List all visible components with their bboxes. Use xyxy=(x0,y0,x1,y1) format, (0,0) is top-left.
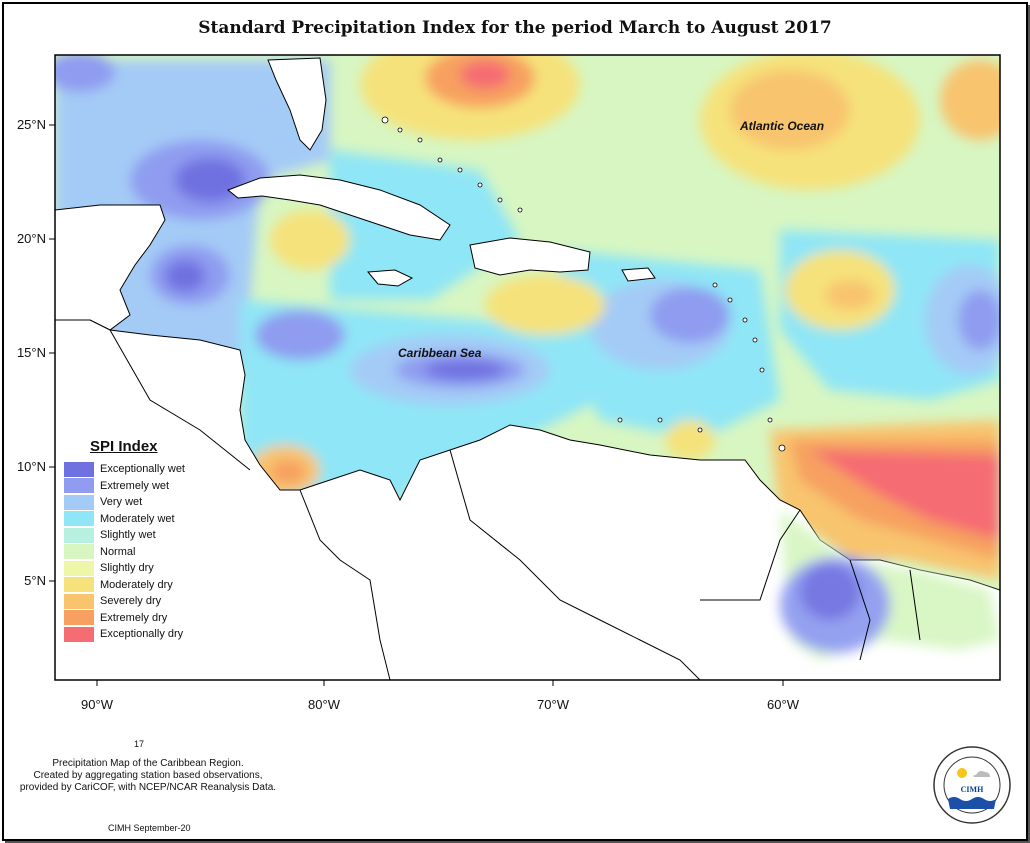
lon-label-60: 60°W xyxy=(767,697,799,712)
cimh-logo: CIMH xyxy=(933,746,1011,824)
waves-icon xyxy=(948,797,996,809)
lon-label-80: 80°W xyxy=(308,697,340,712)
legend-label: Normal xyxy=(100,545,136,558)
hispaniola xyxy=(469,237,591,276)
footer-note-line: Created by aggregating station based obs… xyxy=(33,770,263,781)
tick-marks xyxy=(49,124,784,686)
map-border xyxy=(54,54,1001,681)
label-caribbean-sea: Caribbean Sea xyxy=(398,346,482,360)
legend-swatch xyxy=(64,577,94,593)
puerto-rico xyxy=(621,267,656,282)
legend-item: Moderately wet xyxy=(64,511,185,528)
lon-label-90: 90°W xyxy=(81,697,113,712)
legend-item: Exceptionally wet xyxy=(64,461,185,478)
legend-swatch xyxy=(64,461,94,477)
legend-swatch xyxy=(64,560,94,576)
lat-label-5: 5°N xyxy=(24,573,46,588)
borders xyxy=(109,329,921,680)
legend-label: Moderately wet xyxy=(100,512,175,525)
legend-title: SPI Index xyxy=(90,438,158,455)
legend-item: Severely dry xyxy=(64,593,185,610)
logo-text: CIMH xyxy=(961,785,984,794)
legend-item: Very wet xyxy=(64,494,185,511)
small-islands xyxy=(381,116,786,452)
footer-number: 17 xyxy=(134,739,145,749)
sun-icon xyxy=(957,768,967,778)
jamaica xyxy=(366,269,414,287)
legend-swatch xyxy=(64,610,94,626)
legend-item: Normal xyxy=(64,544,185,561)
lat-label-20: 20°N xyxy=(16,231,46,246)
guyana-overlay xyxy=(780,510,1000,660)
lat-label-15: 15°N xyxy=(16,345,46,360)
cloud-icon xyxy=(973,771,990,777)
cuba xyxy=(227,174,451,241)
legend-swatch xyxy=(64,511,94,527)
legend-label: Slightly dry xyxy=(100,562,154,575)
legend-swatch xyxy=(64,527,94,543)
legend-item: Slightly wet xyxy=(64,527,185,544)
legend-label: Very wet xyxy=(100,496,143,509)
legend-label: Severely dry xyxy=(100,595,162,608)
legend-swatch xyxy=(64,593,94,609)
lat-label-10: 10°N xyxy=(16,459,46,474)
legend-label: Moderately dry xyxy=(100,578,173,591)
legend-item: Moderately dry xyxy=(64,577,185,594)
label-atlantic-ocean: Atlantic Ocean xyxy=(740,119,825,133)
legend-label: Exceptionally dry xyxy=(100,628,184,641)
legend-swatch xyxy=(64,544,94,560)
legend-items: Exceptionally wet Extremely wet Very wet Mo… xyxy=(64,461,185,643)
florida xyxy=(267,57,327,151)
legend-item: Slightly dry xyxy=(64,560,185,577)
lat-label-25: 25°N xyxy=(16,117,46,132)
footer-date: CIMH September-20 xyxy=(108,823,191,833)
legend-label: Extremely dry xyxy=(100,611,168,624)
legend-item: Extremely dry xyxy=(64,610,185,627)
legend-item: Exceptionally dry xyxy=(64,626,185,643)
lon-label-70: 70°W xyxy=(537,697,569,712)
legend-label: Exceptionally wet xyxy=(100,463,185,476)
spi-legend: SPI Index Exceptionally wet Extremely wet… xyxy=(64,438,185,643)
legend-label: Extremely wet xyxy=(100,479,170,492)
map-title: Standard Precipitation Index for the per… xyxy=(198,18,832,38)
legend-swatch xyxy=(64,626,94,642)
footer-note-line: Precipitation Map of the Caribbean Regio… xyxy=(52,758,244,769)
footer-note: Precipitation Map of the Caribbean Regio… xyxy=(8,758,288,794)
legend-swatch xyxy=(64,478,94,494)
footer-note-line: provided by CariCOF, with NCEP/NCAR Rean… xyxy=(19,782,277,793)
legend-item: Extremely wet xyxy=(64,478,185,495)
legend-label: Slightly wet xyxy=(100,529,156,542)
legend-swatch xyxy=(64,494,94,510)
